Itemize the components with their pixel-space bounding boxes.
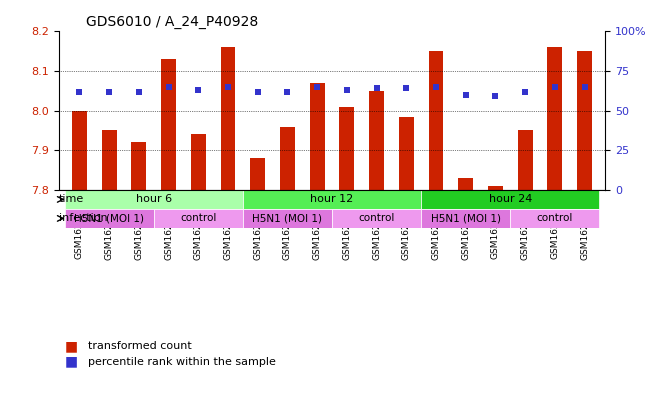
Text: GDS6010 / A_24_P40928: GDS6010 / A_24_P40928: [86, 15, 258, 29]
FancyBboxPatch shape: [332, 209, 421, 228]
Bar: [577, 51, 592, 190]
Bar: [399, 117, 414, 190]
Text: H5N1 (MOI 1): H5N1 (MOI 1): [253, 213, 322, 224]
Text: time: time: [59, 195, 85, 204]
Text: ■: ■: [65, 354, 78, 369]
FancyBboxPatch shape: [243, 209, 332, 228]
FancyBboxPatch shape: [510, 209, 600, 228]
Bar: [102, 130, 117, 190]
Bar: [280, 127, 295, 190]
FancyBboxPatch shape: [154, 209, 243, 228]
Bar: [518, 130, 533, 190]
Text: H5N1 (MOI 1): H5N1 (MOI 1): [431, 213, 501, 224]
FancyBboxPatch shape: [421, 190, 600, 209]
Bar: [250, 158, 265, 190]
Text: infection: infection: [59, 213, 108, 224]
Text: hour 6: hour 6: [135, 195, 172, 204]
Text: transformed count: transformed count: [88, 341, 191, 351]
Bar: [72, 111, 87, 190]
Bar: [191, 134, 206, 190]
Text: hour 24: hour 24: [489, 195, 532, 204]
Bar: [547, 47, 562, 190]
Bar: [428, 51, 443, 190]
Text: control: control: [359, 213, 395, 224]
FancyBboxPatch shape: [64, 190, 243, 209]
Bar: [488, 186, 503, 190]
Bar: [161, 59, 176, 190]
Bar: [369, 91, 384, 190]
Text: control: control: [536, 213, 573, 224]
Bar: [310, 83, 325, 190]
FancyBboxPatch shape: [243, 190, 421, 209]
FancyBboxPatch shape: [421, 209, 510, 228]
Text: H5N1 (MOI 1): H5N1 (MOI 1): [74, 213, 144, 224]
Text: percentile rank within the sample: percentile rank within the sample: [88, 356, 276, 367]
Text: control: control: [180, 213, 217, 224]
FancyBboxPatch shape: [64, 209, 154, 228]
Bar: [132, 142, 146, 190]
Bar: [458, 178, 473, 190]
Text: hour 12: hour 12: [311, 195, 353, 204]
Bar: [221, 47, 236, 190]
Text: ■: ■: [65, 339, 78, 353]
Bar: [339, 107, 354, 190]
